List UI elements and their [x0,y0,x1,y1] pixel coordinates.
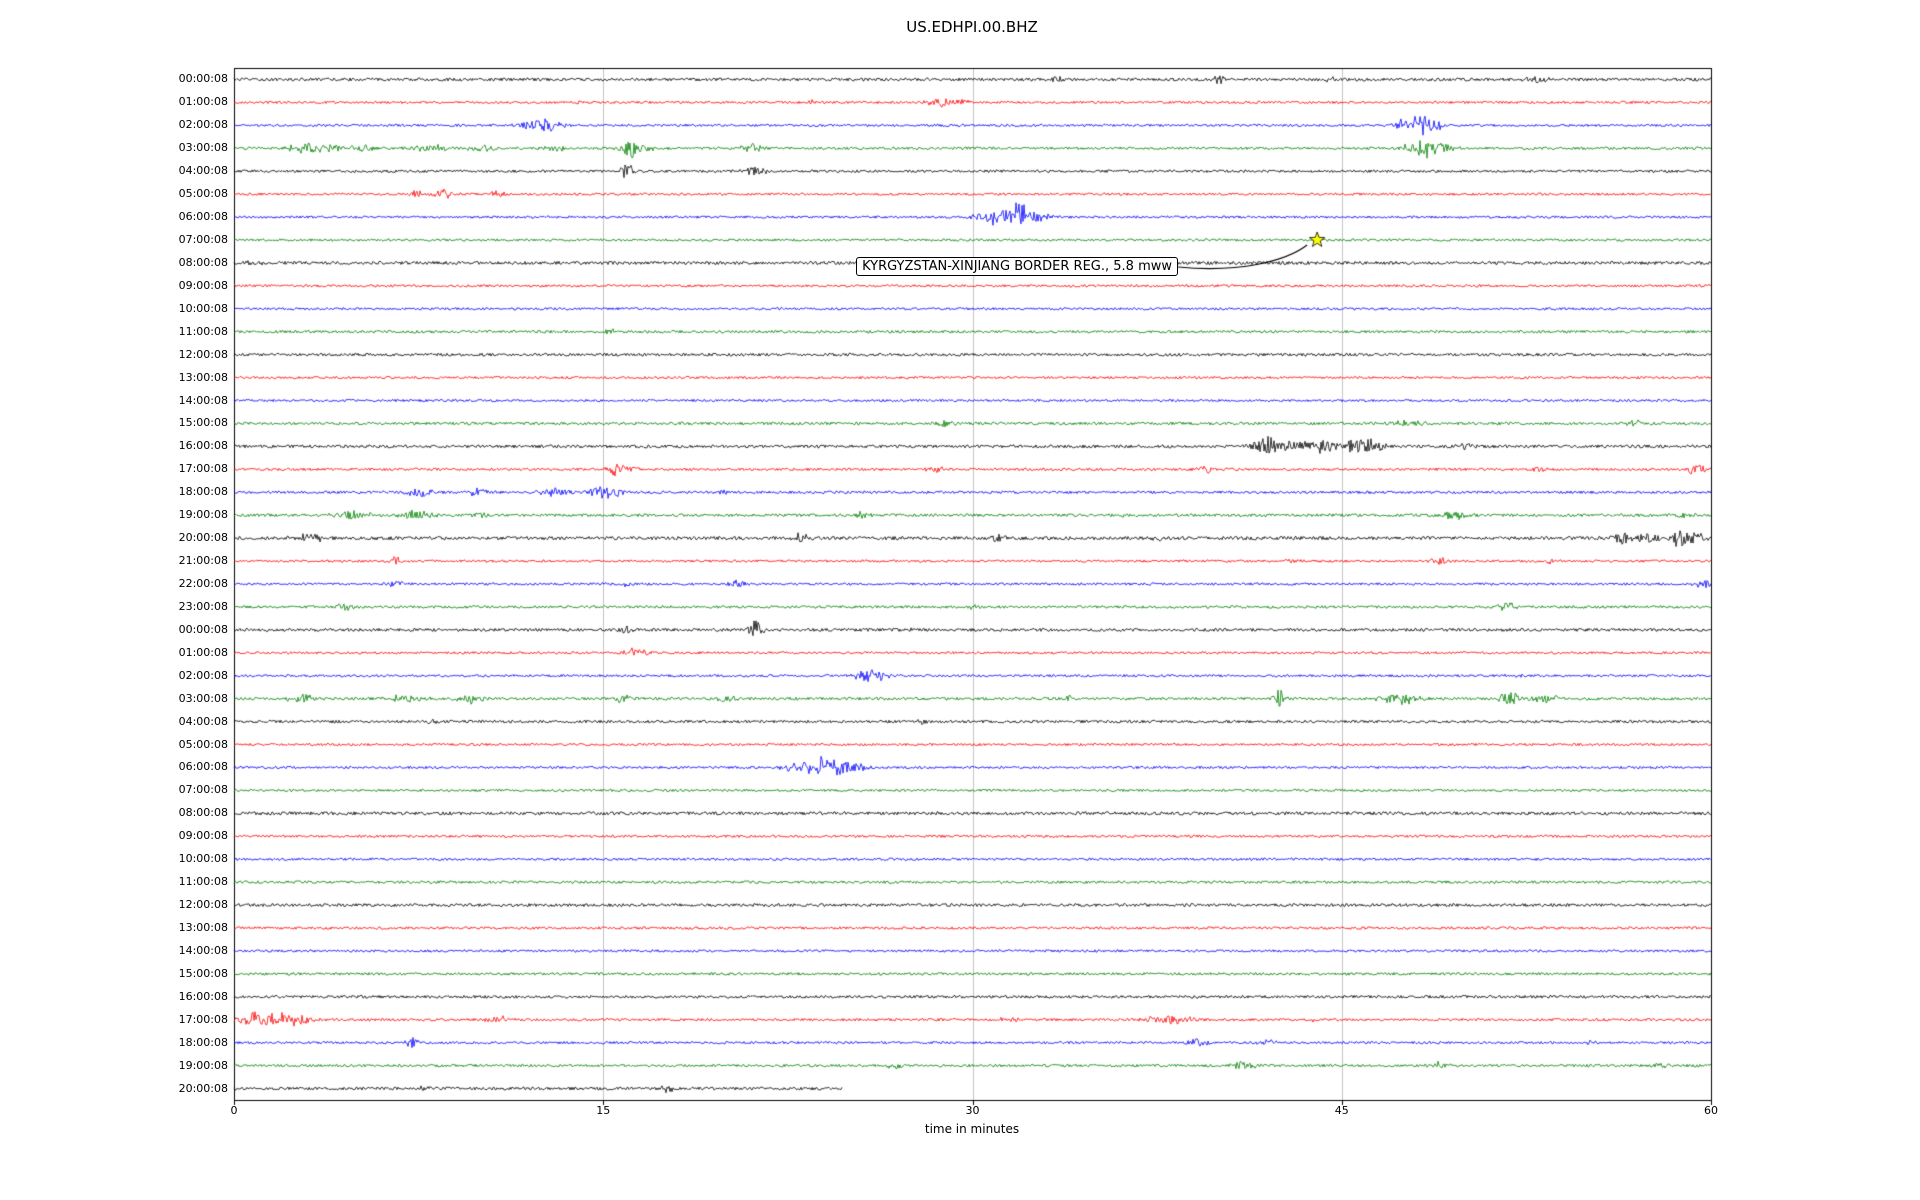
row-label: 14:00:08 [178,943,228,957]
row-label: 20:00:08 [178,531,228,545]
x-tick-label: 0 [230,1104,238,1117]
row-label: 05:00:08 [178,737,228,751]
row-label: 17:00:08 [178,462,228,476]
row-label: 22:00:08 [178,577,228,590]
row-label: 09:00:08 [178,278,228,292]
row-label: 08:00:08 [178,806,228,820]
row-label: 01:00:08 [178,645,228,659]
row-label: 08:00:08 [178,255,228,269]
row-label: 11:00:08 [178,324,228,338]
row-label: 00:00:08 [178,72,228,86]
row-label: 19:00:08 [178,1058,228,1072]
row-label: 06:00:08 [178,760,228,774]
row-label: 04:00:08 [178,164,228,178]
chart-title: US.EDHPI.00.BHZ [906,18,1038,36]
x-tick-label: 30 [965,1104,980,1117]
row-label: 13:00:08 [178,370,228,384]
row-label: 01:00:08 [178,95,228,109]
row-label: 04:00:08 [178,714,228,728]
x-tick-label: 45 [1334,1104,1349,1117]
row-label: 10:00:08 [178,301,228,315]
row-label: 17:00:08 [178,1012,228,1026]
row-label: 03:00:08 [178,141,228,155]
row-label: 10:00:08 [178,852,228,866]
row-label: 18:00:08 [178,1035,228,1049]
row-label: 14:00:08 [178,393,228,407]
x-tick-label: 15 [596,1104,611,1117]
event-annotation: KYRGYZSTAN-XINJIANG BORDER REG., 5.8 mww [856,257,1178,276]
row-label: 19:00:08 [178,508,228,522]
row-label: 12:00:08 [178,347,228,361]
row-label: 16:00:08 [178,989,228,1003]
row-label: 00:00:08 [178,622,228,636]
row-label: 23:00:08 [178,599,228,613]
row-label: 15:00:08 [178,416,228,430]
row-label: 18:00:08 [178,485,228,499]
row-label: 05:00:08 [178,187,228,201]
row-label: 02:00:08 [178,118,228,132]
row-label: 13:00:08 [178,921,228,934]
row-label: 15:00:08 [178,966,228,980]
row-label: 07:00:08 [178,233,228,246]
row-label: 06:00:08 [178,210,228,224]
row-label: 07:00:08 [178,783,228,797]
x-tick-label: 60 [1704,1104,1718,1117]
row-label: 12:00:08 [178,898,228,912]
row-label: 02:00:08 [178,668,228,682]
row-label: 20:00:08 [178,1081,228,1095]
row-label: 11:00:08 [178,875,228,889]
row-label: 09:00:08 [178,829,228,843]
row-label: 03:00:08 [178,691,228,705]
event-annotation-text: KYRGYZSTAN-XINJIANG BORDER REG., 5.8 mww [862,259,1172,274]
row-label: 16:00:08 [178,439,228,453]
x-axis-label: time in minutes [924,1122,1020,1136]
row-label: 21:00:08 [178,554,228,568]
